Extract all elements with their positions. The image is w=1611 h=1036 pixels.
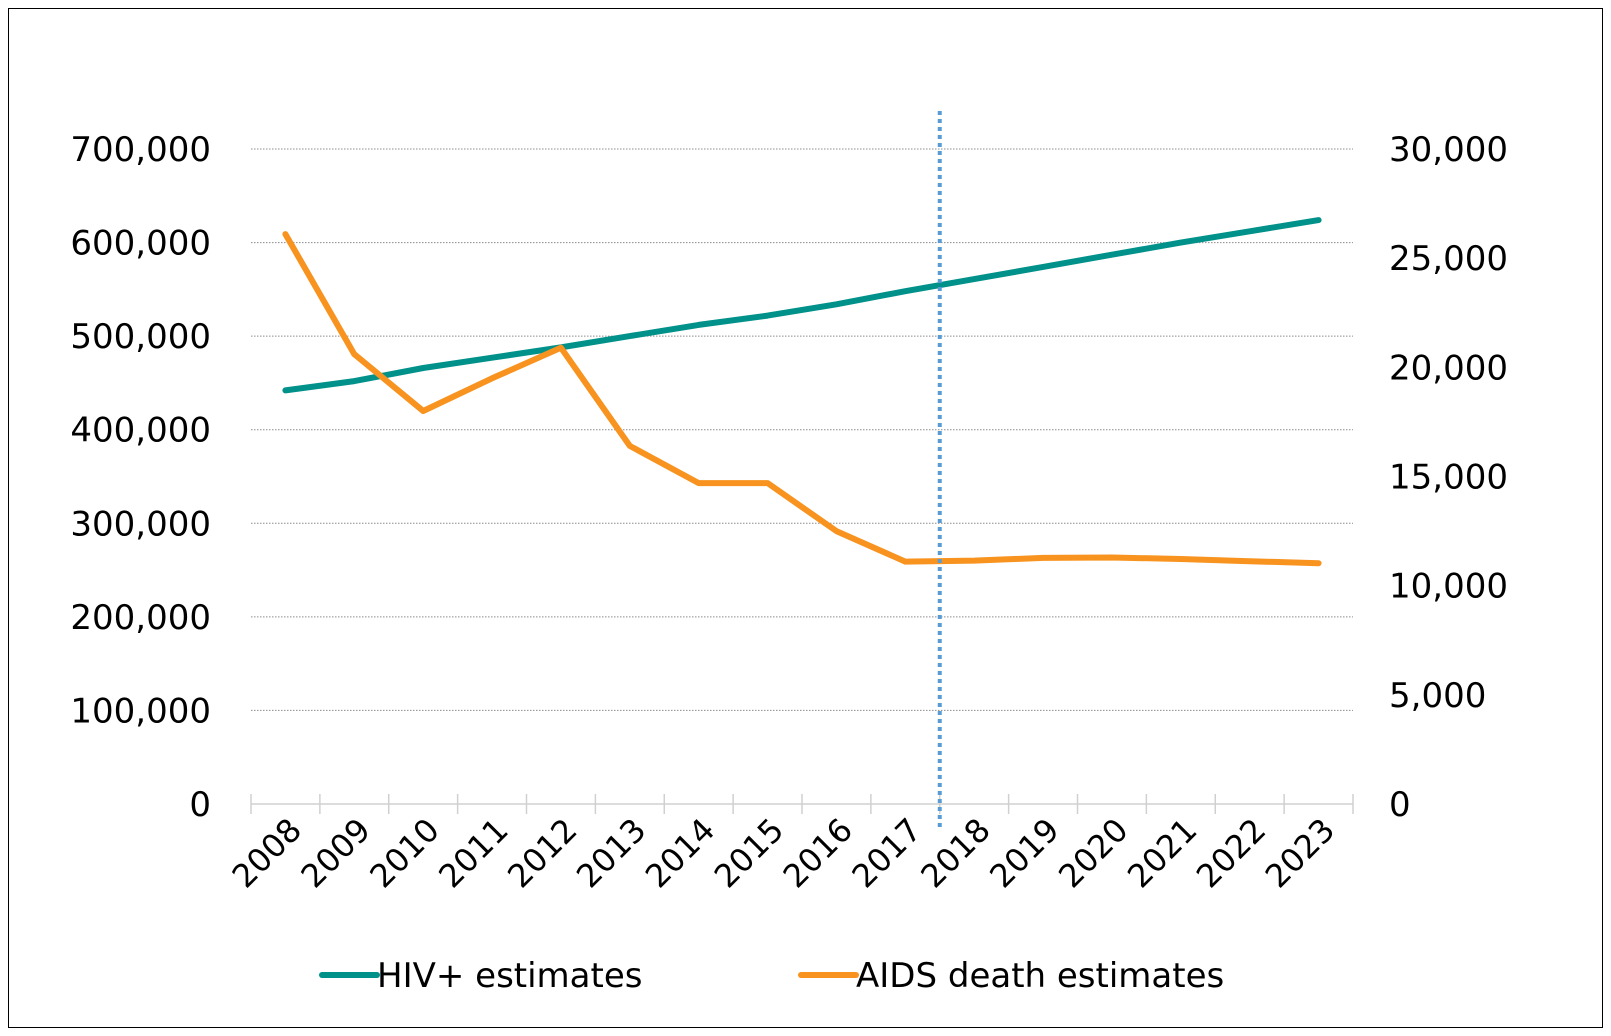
right-axis-ticks: 0 5,000 10,000 15,000 20,000 25,000 30,000: [1389, 130, 1508, 825]
right-tick-label-10000: 10,000: [1389, 567, 1508, 607]
x-tick-label-2023: 2023: [1258, 811, 1342, 895]
right-tick-label-30000: 30,000: [1389, 130, 1508, 170]
x-tick-label-2017: 2017: [845, 811, 929, 895]
x-tick-label-2011: 2011: [431, 811, 515, 895]
left-tick-label-300000: 300,000: [70, 504, 211, 544]
x-axis: [250, 794, 1354, 814]
x-tick-label-2020: 2020: [1051, 811, 1135, 895]
left-tick-label-700000: 700,000: [70, 130, 211, 170]
x-tick-label-2016: 2016: [776, 811, 860, 895]
right-tick-label-15000: 15,000: [1389, 458, 1508, 498]
right-tick-label-0: 0: [1389, 785, 1411, 825]
legend-label-1: AIDS death estimates: [856, 956, 1224, 996]
left-tick-label-100000: 100,000: [70, 691, 211, 731]
legend: HIV+ estimates AIDS death estimates: [319, 956, 1224, 996]
gridlines: [251, 148, 1353, 711]
chart-svg: 0 100,000 200,000 300,000 400,000 500,000 600,…: [70, 111, 1508, 996]
x-tick-label-2009: 2009: [294, 811, 378, 895]
left-tick-label-400000: 400,000: [70, 411, 211, 451]
left-tick-label-600000: 600,000: [70, 224, 211, 264]
left-axis-ticks: 0 100,000 200,000 300,000 400,000 500,000 600,…: [70, 130, 211, 825]
right-tick-label-25000: 25,000: [1389, 239, 1508, 279]
left-tick-label-500000: 500,000: [70, 317, 211, 357]
series-line-0: [282, 217, 1322, 394]
x-tick-label-2019: 2019: [982, 811, 1066, 895]
x-tick-label-2021: 2021: [1120, 811, 1204, 895]
x-tick-label-2015: 2015: [707, 811, 791, 895]
legend-label-0: HIV+ estimates: [377, 956, 642, 996]
x-tick-label-2013: 2013: [569, 811, 653, 895]
right-tick-label-20000: 20,000: [1389, 348, 1508, 388]
x-tick-label-2018: 2018: [913, 811, 997, 895]
left-tick-label-0: 0: [189, 785, 211, 825]
right-tick-label-5000: 5,000: [1389, 676, 1486, 716]
chart-frame: 0 100,000 200,000 300,000 400,000 500,000 600,…: [8, 8, 1603, 1028]
x-axis-tick-labels: 2008200920102011201220132014201520162017…: [225, 811, 1343, 895]
x-tick-label-2008: 2008: [225, 811, 309, 895]
x-tick-label-2012: 2012: [500, 811, 584, 895]
x-tick-label-2014: 2014: [638, 811, 722, 895]
series-line-1: [282, 231, 1322, 567]
left-tick-label-200000: 200,000: [70, 598, 211, 638]
x-tick-label-2010: 2010: [362, 811, 446, 895]
series-lines: [282, 217, 1322, 567]
x-tick-label-2022: 2022: [1189, 811, 1273, 895]
